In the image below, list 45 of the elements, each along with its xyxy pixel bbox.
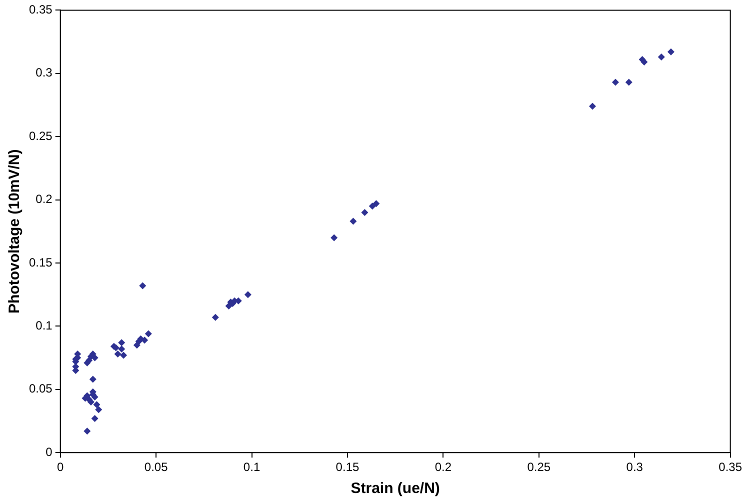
y-tick-label: 0.2 [36, 192, 53, 206]
point [612, 78, 619, 86]
point [118, 345, 126, 352]
x-tick-label: 0.15 [336, 460, 360, 474]
point [667, 48, 674, 56]
point [372, 200, 380, 208]
y-tick-label: 0.35 [28, 2, 53, 17]
point [141, 336, 148, 344]
point [91, 414, 98, 422]
y-tick-label: 0.1 [36, 318, 53, 333]
point [640, 58, 648, 66]
point [244, 291, 252, 298]
x-tick-label: 0.35 [718, 460, 742, 474]
point [330, 234, 338, 242]
point [91, 354, 98, 362]
point [658, 53, 665, 60]
point [368, 202, 376, 210]
point [114, 350, 122, 358]
y-tick-label: 0 [46, 444, 53, 459]
y-tick-label: 0.05 [28, 382, 53, 396]
point [212, 314, 219, 321]
point [589, 102, 596, 110]
x-tick-label: 0.1 [243, 460, 260, 474]
point [350, 218, 357, 225]
x-tick-label: 0 [57, 460, 64, 474]
y-axis-title: Photovoltage (10mV/N) [6, 149, 24, 314]
x-tick-label: 0.05 [144, 460, 168, 474]
y-tick-label: 0.15 [28, 255, 53, 270]
y-tick-label: 0.3 [36, 66, 53, 80]
point [625, 78, 632, 86]
point [93, 401, 100, 408]
point [84, 428, 91, 435]
point [95, 406, 102, 414]
x-tick-label: 0.3 [626, 460, 644, 474]
x-tick-label: 0.25 [527, 460, 551, 474]
point [87, 398, 94, 406]
y-tick-label: 0.25 [28, 128, 53, 143]
x-tick-label: 0.2 [434, 460, 452, 474]
point [361, 208, 368, 216]
point [89, 376, 96, 383]
point [120, 352, 128, 359]
point [118, 339, 126, 346]
point [139, 282, 146, 290]
point [144, 330, 152, 338]
x-axis-title: Strain (ue/N) [350, 480, 440, 498]
